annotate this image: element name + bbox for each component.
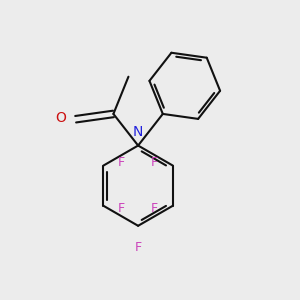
Text: F: F xyxy=(151,156,158,169)
Text: F: F xyxy=(118,156,125,169)
Text: N: N xyxy=(133,125,143,139)
Text: F: F xyxy=(151,202,158,215)
Text: F: F xyxy=(134,241,142,254)
Text: O: O xyxy=(55,111,66,125)
Text: F: F xyxy=(118,202,125,215)
